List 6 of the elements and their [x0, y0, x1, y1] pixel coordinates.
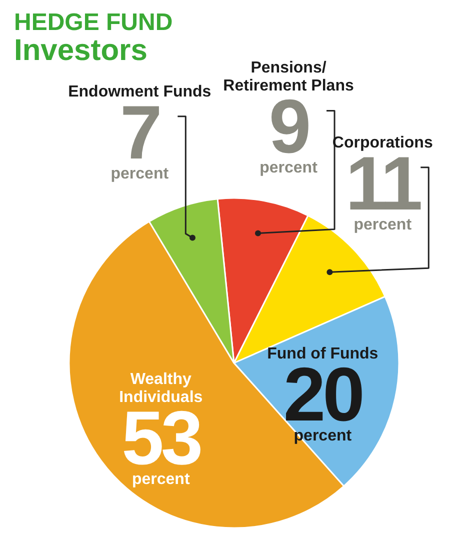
- slice-label: Wealthy Individuals: [119, 370, 203, 406]
- slice-label: Endowment Funds: [68, 83, 212, 100]
- chart-title: HEDGE FUND: [14, 9, 173, 36]
- slice-label: Fund of Funds: [267, 345, 378, 362]
- chart-subtitle: Investors: [14, 34, 148, 67]
- slice-label: Pensions/ Retirement Plans: [223, 60, 354, 95]
